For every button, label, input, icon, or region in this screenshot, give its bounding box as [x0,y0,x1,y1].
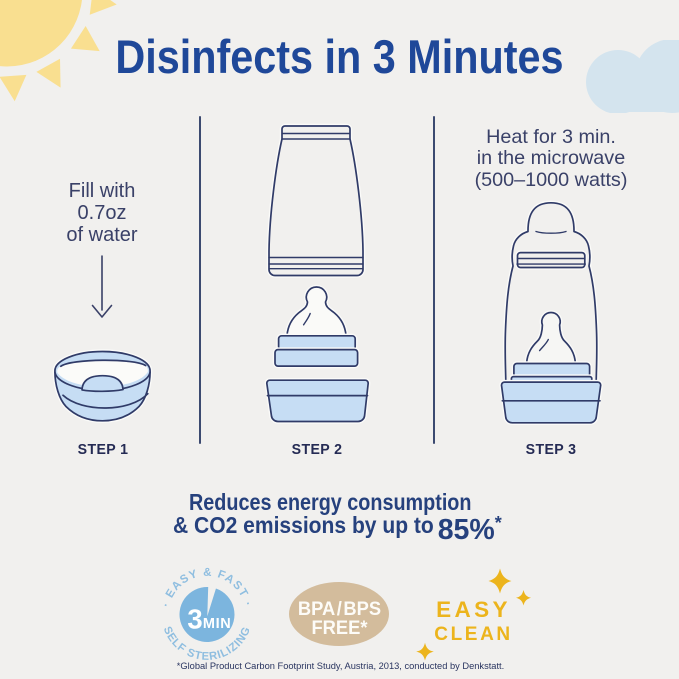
svg-text:MIN: MIN [203,616,231,632]
svg-text:3: 3 [187,604,202,635]
